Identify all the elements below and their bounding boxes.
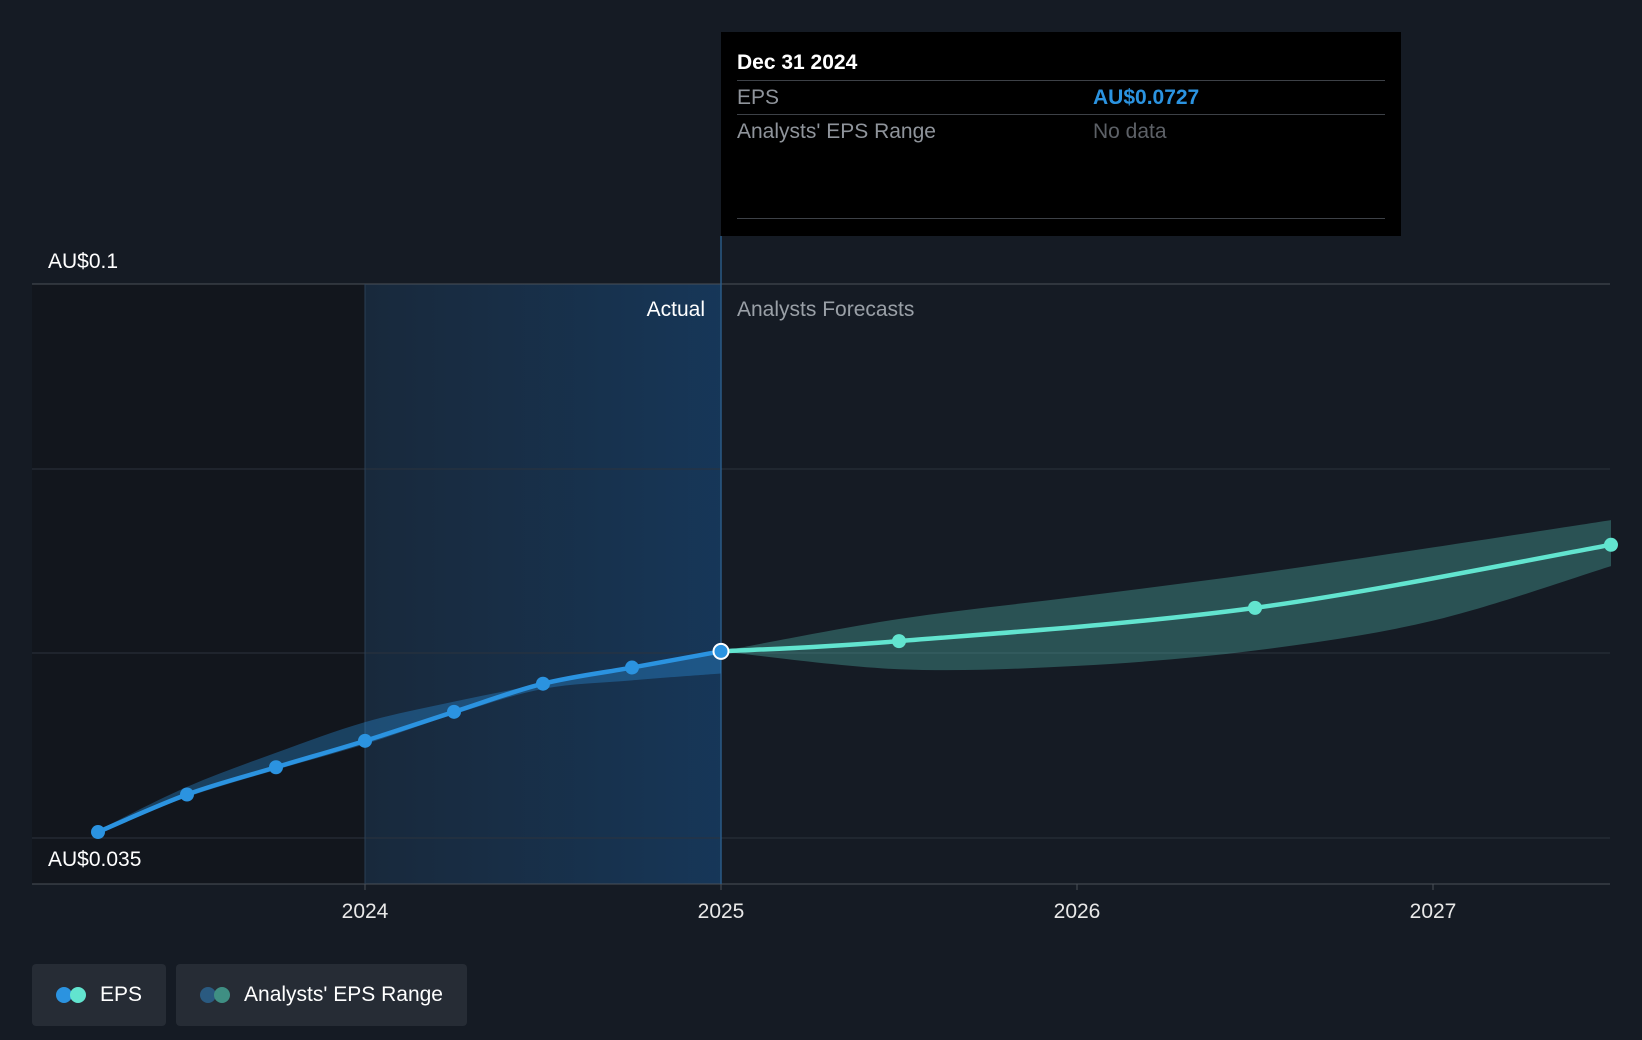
x-tick-label: 2027 xyxy=(1410,900,1457,923)
eps-actual-point xyxy=(269,760,283,775)
pre-2024-background xyxy=(32,284,365,884)
actual-period-highlight xyxy=(365,284,721,884)
eps-forecast-point xyxy=(1604,537,1618,552)
eps-actual-point xyxy=(91,825,105,840)
tooltip-range-row: Analysts' EPS Range No data xyxy=(737,114,1385,148)
tooltip-eps-row: EPS AU$0.0727 xyxy=(737,80,1385,114)
legend-label-eps-range: Analysts' EPS Range xyxy=(244,983,443,1006)
tooltip-range-value: No data xyxy=(1093,120,1167,143)
legend-item-eps[interactable]: EPS xyxy=(32,964,167,1026)
eps-forecast-point xyxy=(892,634,906,649)
x-tick-label: 2024 xyxy=(342,900,389,923)
tooltip-eps-label: EPS xyxy=(737,86,780,109)
forecast-period-label: Analysts Forecasts xyxy=(737,298,914,321)
eps-range-band-actual xyxy=(98,651,721,833)
tooltip-divider xyxy=(737,218,1385,219)
y-tick-label-top: AU$0.1 xyxy=(48,250,118,273)
eps-actual-point xyxy=(536,676,550,691)
eps-range-band-forecast xyxy=(721,520,1611,671)
eps-legend-dot-forecast xyxy=(70,987,86,1003)
eps-forecast-line xyxy=(718,542,1614,654)
eps-legend-icon xyxy=(56,987,86,1003)
eps-actual-point xyxy=(447,704,461,719)
eps-forecast-point xyxy=(1248,600,1262,615)
eps-actual-point xyxy=(180,787,194,802)
actual-period-label: Actual xyxy=(647,298,705,321)
legend: EPS Analysts' EPS Range xyxy=(32,964,467,1026)
range-legend-dot-actual xyxy=(200,987,217,1003)
x-tick-label: 2026 xyxy=(1054,900,1101,923)
tooltip-range-label: Analysts' EPS Range xyxy=(737,120,936,143)
legend-label-eps: EPS xyxy=(100,983,143,1006)
range-legend-dot-forecast xyxy=(214,987,231,1003)
legend-item-eps-range[interactable]: Analysts' EPS Range xyxy=(176,964,467,1026)
eps-actual-point xyxy=(358,733,372,748)
eps-hover-point xyxy=(712,642,730,660)
eps-range-legend-icon xyxy=(200,987,231,1003)
x-tick-label: 2025 xyxy=(698,900,745,923)
eps-actual-point xyxy=(625,660,639,675)
eps-legend-dot-actual xyxy=(56,987,72,1003)
tooltip-eps-value: AU$0.0727 xyxy=(1093,86,1200,109)
y-tick-label-bottom: AU$0.035 xyxy=(48,848,141,871)
tooltip-date: Dec 31 2024 xyxy=(737,51,858,74)
hover-tooltip: Dec 31 2024 EPS AU$0.0727 Analysts' EPS … xyxy=(721,32,1401,236)
eps-actual-line xyxy=(95,649,724,835)
